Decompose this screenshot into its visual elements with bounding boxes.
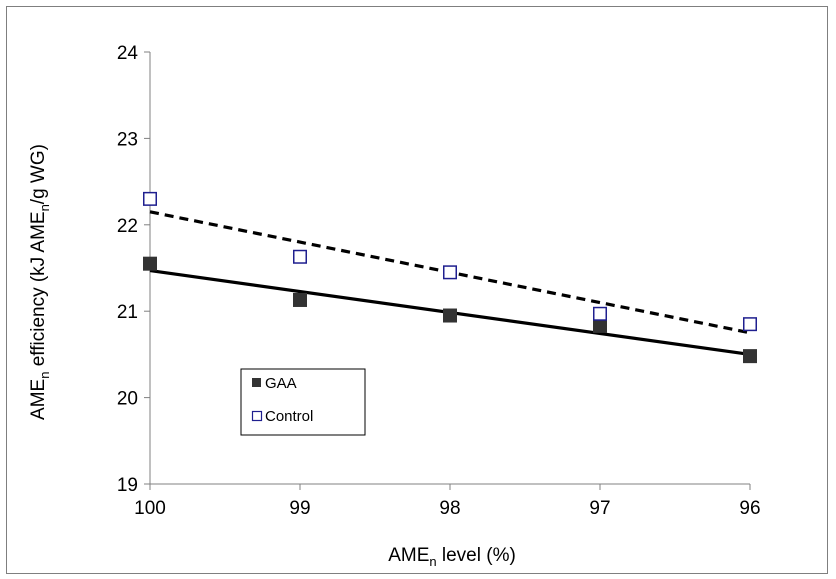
y-tick-label: 19 [117,475,138,496]
x-tick-label: 97 [589,498,610,519]
legend-label-gaa: GAA [265,375,297,392]
legend-marker-control [251,410,263,422]
x-tick-label: 96 [739,498,760,519]
point-gaa [143,256,157,271]
data-points [143,191,757,364]
x-tick-label: 100 [134,498,166,519]
legend: GAA Control [240,368,366,436]
y-tick-label: 20 [117,389,138,410]
point-control [593,306,607,321]
legend-marker-gaa [252,378,261,387]
point-gaa [443,308,457,323]
point-control [143,191,157,206]
point-control [293,249,307,264]
legend-label-control: Control [265,408,313,425]
point-control [443,265,457,280]
y-tick-label: 22 [117,216,138,237]
chart-frame [6,6,828,574]
trendlines [149,210,751,356]
point-gaa [743,349,757,364]
axes: 19 20 21 22 23 24 100 99 98 97 96 [117,43,761,519]
x-tick-label: 98 [439,498,460,519]
x-tick-label: 99 [289,498,310,519]
y-tick-label: 24 [117,43,139,64]
point-gaa [593,318,607,333]
x-axis-title: AMEn level (%) [388,545,516,569]
y-axis-title: AMEn efficiency (kJ AMEn/g WG) [28,144,52,420]
y-tick-label: 21 [117,302,138,323]
y-tick-label: 23 [117,129,138,150]
point-control [743,317,757,332]
point-gaa [293,292,307,307]
legend-box [240,368,366,436]
